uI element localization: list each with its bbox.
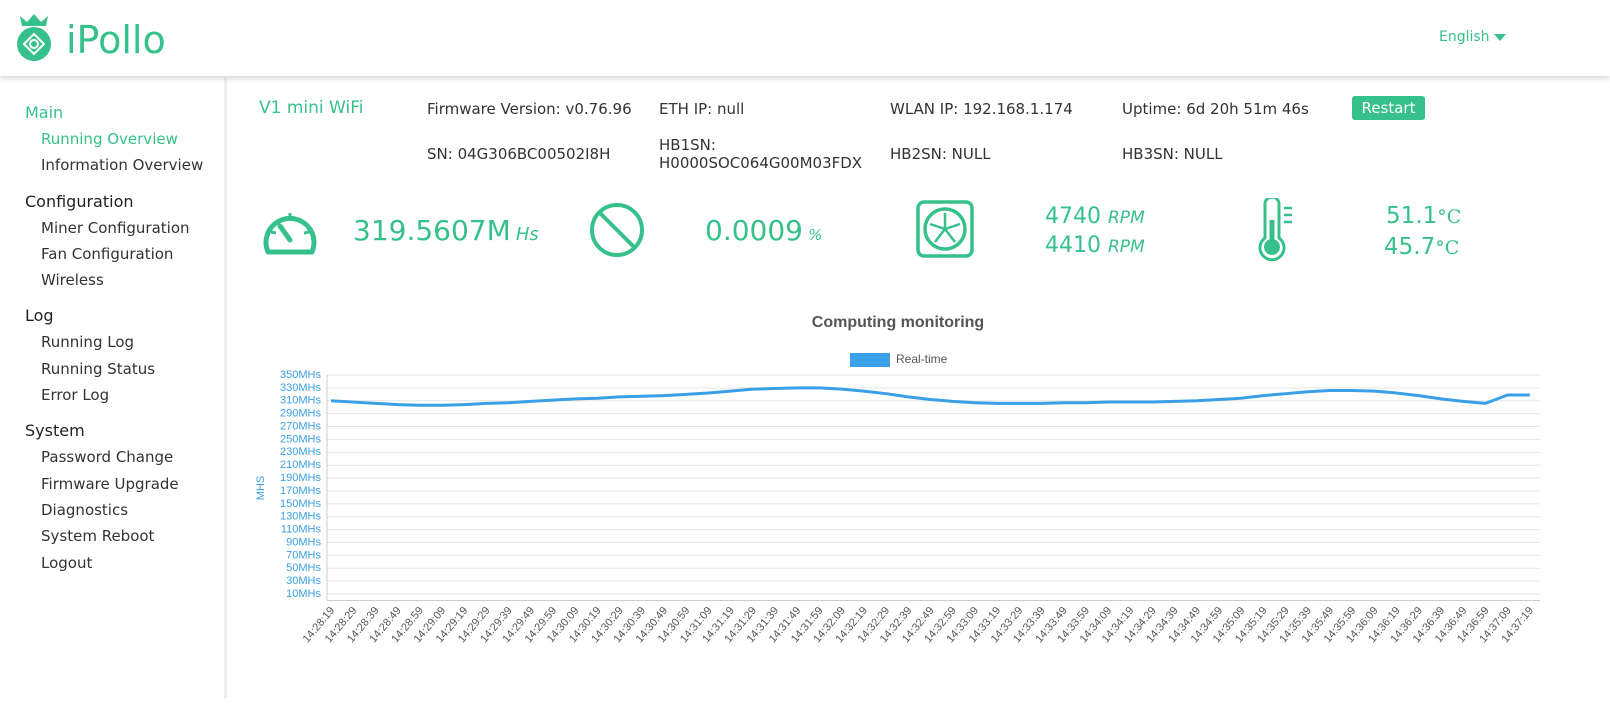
temp1: 51.1 bbox=[1386, 203, 1438, 229]
hb3sn: HB3SN: NULL bbox=[1122, 145, 1223, 163]
temp2: 45.7 bbox=[1384, 234, 1436, 260]
nav-section: System Password Change Firmware Upgrade Dia… bbox=[0, 418, 224, 575]
data-line bbox=[330, 386, 1530, 407]
sidebar: Main Running Overview Information Overview… bbox=[0, 78, 227, 698]
nav-item[interactable]: Logout bbox=[41, 553, 93, 572]
y-tick-label: 10MHs bbox=[286, 588, 321, 600]
nav-item[interactable]: Miner Configuration bbox=[41, 218, 190, 237]
chart: Computing monitoring MHS 10MHs30MHs50MHs… bbox=[255, 314, 1540, 645]
dropdown-arrow bbox=[1494, 34, 1507, 41]
y-tick-label: 250MHs bbox=[280, 433, 321, 445]
y-axis-label: MHS bbox=[255, 476, 267, 500]
y-tick-label: 70MHs bbox=[286, 549, 321, 561]
nav-section-title[interactable]: Main bbox=[25, 103, 64, 122]
hb1sn: H0000SOC064G00M03FDX bbox=[659, 154, 863, 172]
y-tick-label: 270MHs bbox=[280, 420, 321, 432]
temp-unit: °C bbox=[1435, 237, 1460, 259]
language[interactable]: English bbox=[1439, 29, 1490, 45]
firmware: Firmware Version: v0.76.96 bbox=[427, 100, 632, 118]
hashrate-unit: Hs bbox=[515, 224, 539, 245]
reject-group: 0.0009 % bbox=[705, 214, 822, 247]
y-tick-label: 130MHs bbox=[280, 511, 321, 523]
y-tick-label: 170MHs bbox=[280, 485, 321, 497]
y-tick-label: 190MHs bbox=[280, 472, 321, 484]
reject: 0.0009 bbox=[705, 214, 803, 247]
reject-unit: % bbox=[808, 226, 823, 244]
temp-icon bbox=[1258, 198, 1292, 262]
nav-section-title[interactable]: System bbox=[25, 421, 85, 441]
nav-section-title[interactable]: Log bbox=[25, 306, 54, 326]
temp-unit: °C bbox=[1437, 206, 1462, 228]
nav-item[interactable]: Fan Configuration bbox=[41, 244, 174, 263]
fan2-group: 4410 RPM bbox=[1045, 233, 1145, 258]
nav-section: Log Running Log Running Status Error Log bbox=[0, 303, 224, 408]
y-tick-label: 110MHs bbox=[281, 524, 322, 536]
y-tick-label: 150MHs bbox=[280, 498, 321, 510]
nav-item[interactable]: Running Overview bbox=[41, 130, 178, 148]
y-tick-label: 350MHs bbox=[280, 369, 321, 381]
y-tick-label: 330MHs bbox=[280, 382, 321, 394]
nav-item[interactable]: Diagnostics bbox=[41, 500, 129, 519]
y-tick-label: 50MHs bbox=[286, 562, 321, 574]
speed-icon bbox=[263, 213, 317, 255]
nav-item[interactable]: Wireless bbox=[41, 271, 104, 290]
hb2sn: HB2SN: NULL bbox=[890, 145, 991, 163]
legend-label: Real-time bbox=[896, 352, 948, 366]
y-tick-label: 290MHs bbox=[280, 408, 321, 420]
restart-button[interactable]: Restart bbox=[1352, 96, 1425, 120]
hashrate: 319.5607M bbox=[353, 214, 511, 247]
fan-unit: RPM bbox=[1108, 208, 1145, 228]
nav-item[interactable]: Information Overview bbox=[41, 156, 204, 175]
temp1-group: 51.1°C bbox=[1386, 203, 1461, 229]
language-select[interactable]: English bbox=[1439, 29, 1507, 45]
y-tick-label: 210MHs bbox=[280, 459, 321, 471]
nav-item[interactable]: Password Change bbox=[41, 448, 174, 467]
nav-section-title[interactable]: Configuration bbox=[25, 191, 134, 211]
nav-item[interactable]: Error Log bbox=[41, 386, 110, 405]
nav-item[interactable]: System Reboot bbox=[41, 527, 155, 546]
fan2: 4410 bbox=[1045, 233, 1101, 258]
y-tick-label: 30MHs bbox=[286, 575, 321, 587]
header: iPollo English bbox=[0, 0, 1610, 76]
brand: iPollo bbox=[66, 18, 166, 62]
fan1-group: 4740 RPM bbox=[1045, 204, 1145, 229]
sn: SN: 04G306BC00502I8H bbox=[427, 145, 611, 163]
y-tick-label: 310MHs bbox=[280, 395, 321, 407]
fan-icon bbox=[916, 200, 974, 258]
nav-item[interactable]: Running Log bbox=[41, 333, 135, 352]
uptime: Uptime: 6d 20h 51m 46s bbox=[1122, 100, 1309, 118]
fan-unit: RPM bbox=[1108, 237, 1145, 257]
nav-item[interactable]: Running Status bbox=[41, 359, 156, 378]
legend-swatch bbox=[850, 353, 890, 367]
wlan-ip: WLAN IP: 192.168.1.174 bbox=[890, 100, 1073, 118]
nav-section: Main Running Overview Information Overview bbox=[0, 100, 224, 179]
nav-item[interactable]: Firmware Upgrade bbox=[41, 474, 179, 493]
nav-section: Configuration Miner Configuration Fan Conf… bbox=[0, 189, 224, 294]
logo-icon bbox=[17, 14, 51, 61]
y-tick-label: 230MHs bbox=[280, 446, 321, 458]
model: V1 mini WiFi bbox=[259, 98, 364, 118]
reject-icon bbox=[590, 203, 644, 257]
chart-title: Computing monitoring bbox=[812, 314, 984, 331]
eth-ip: ETH IP: null bbox=[659, 100, 745, 118]
y-tick-label: 90MHs bbox=[286, 536, 321, 548]
hb1sn-label: HB1SN: bbox=[659, 136, 716, 154]
hashrate-group: 319.5607M Hs bbox=[353, 214, 539, 247]
fan1: 4740 bbox=[1045, 204, 1101, 229]
temp2-group: 45.7°C bbox=[1384, 234, 1459, 260]
